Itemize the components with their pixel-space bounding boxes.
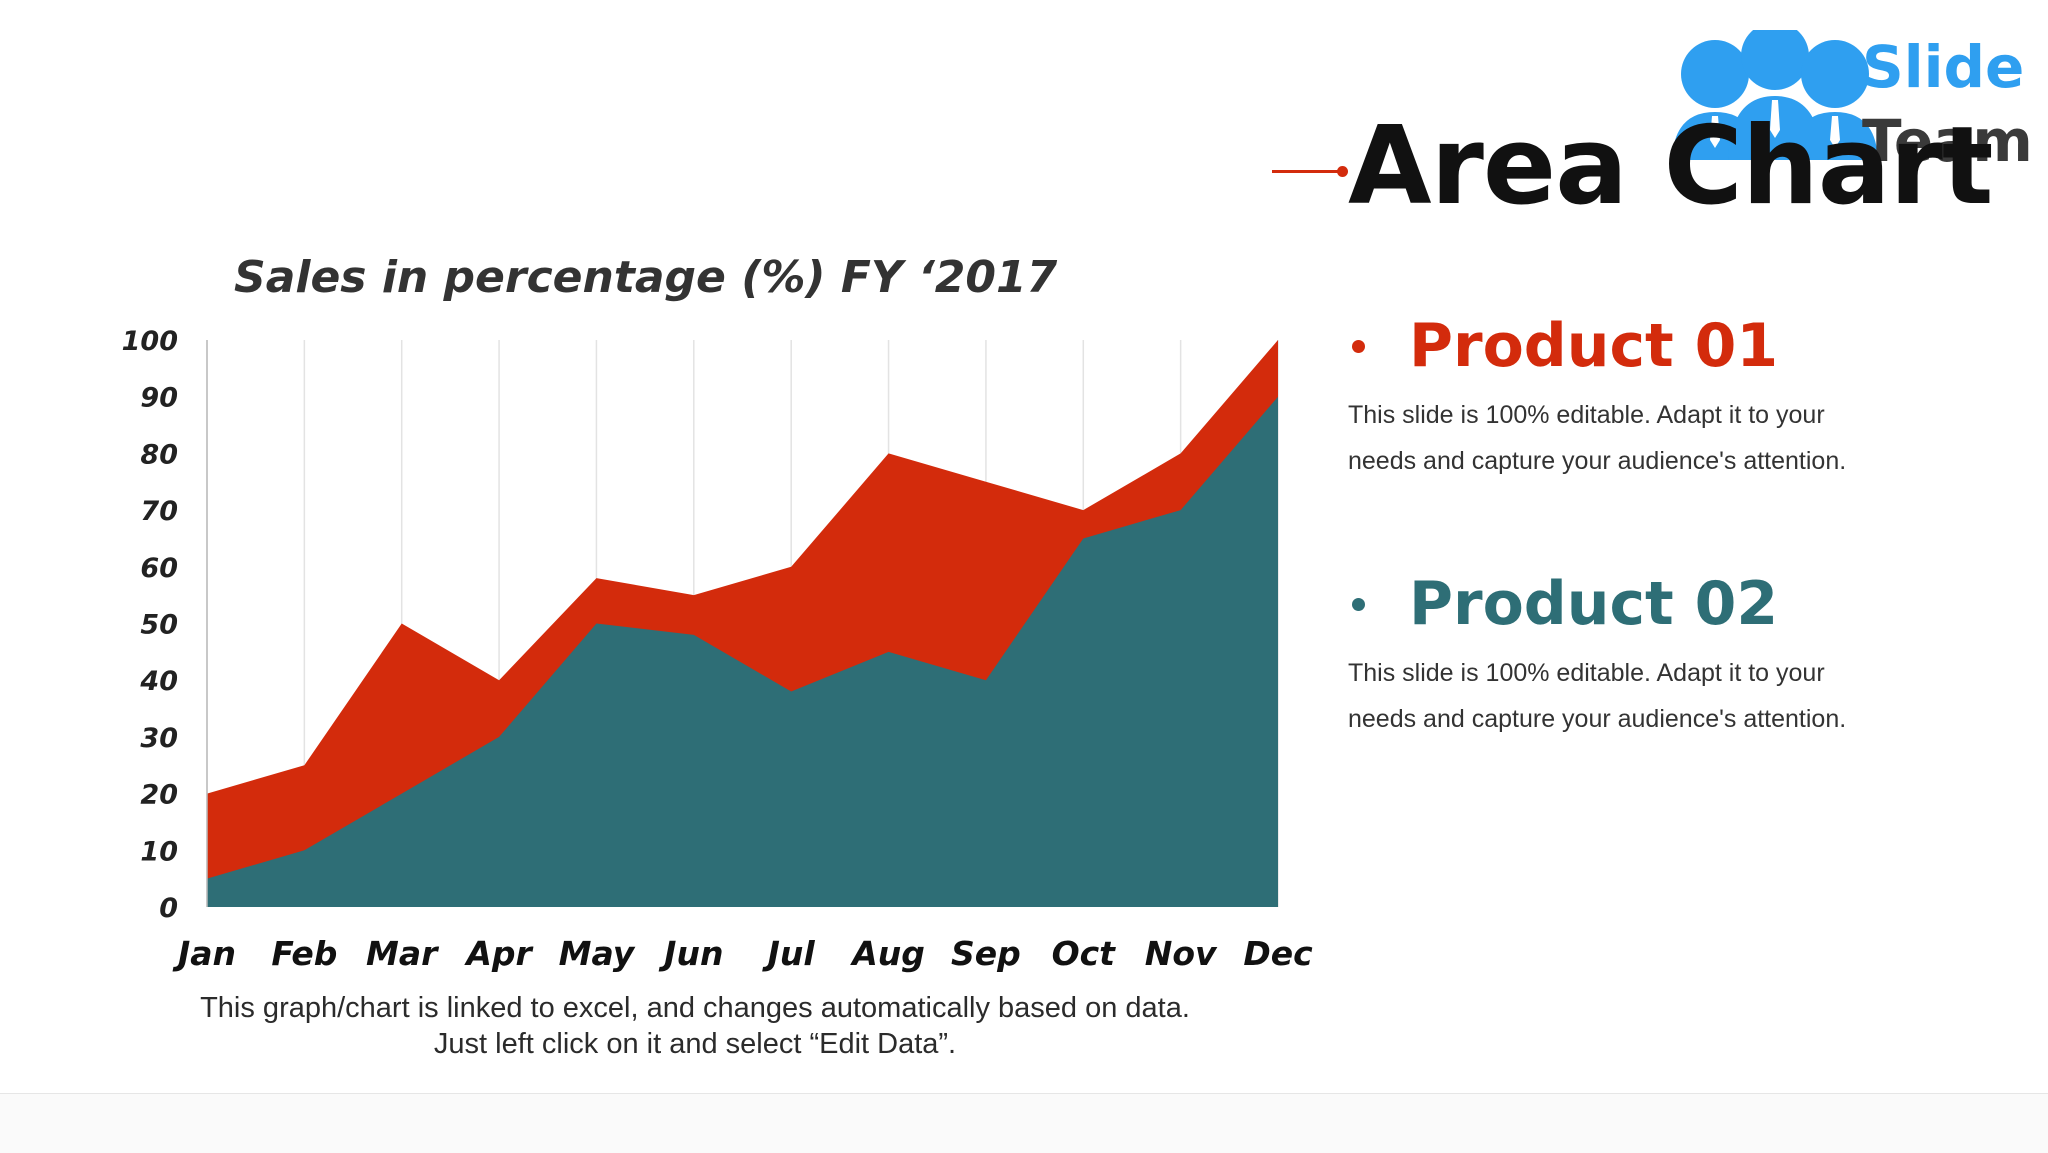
bullet-icon <box>1352 597 1365 611</box>
data-point <box>788 689 794 695</box>
y-tick-label: 40 <box>139 666 178 697</box>
data-point <box>399 791 405 797</box>
data-point <box>1080 535 1086 541</box>
product-01-block: Product 01 This slide is 100% editable. … <box>1348 306 1868 484</box>
data-point <box>1178 507 1184 513</box>
x-tick-label: Sep <box>951 934 1021 973</box>
data-point <box>593 621 599 627</box>
data-point <box>788 564 794 570</box>
y-tick-label: 30 <box>140 723 178 754</box>
x-tick-label: Apr <box>463 934 533 973</box>
y-tick-label: 90 <box>140 383 178 414</box>
area-chart[interactable]: 0 10 20 30 40 50 60 70 80 90 100 Jan Feb Mar Apr May Jun… <box>0 0 1330 1000</box>
product-01-name: Product 01 <box>1409 311 1779 381</box>
chart-note: This graph/chart is linked to excel, and… <box>200 992 1190 1060</box>
data-point <box>983 479 989 485</box>
data-point <box>1080 507 1086 513</box>
x-tick-label: May <box>559 934 636 973</box>
data-point <box>593 575 599 581</box>
data-point <box>886 450 892 456</box>
data-point <box>691 632 697 638</box>
x-tick-label: Oct <box>1052 934 1117 973</box>
product-02-description: This slide is 100% editable. Adapt it to… <box>1348 659 1847 733</box>
slideteam-logo <box>1660 22 2040 170</box>
data-point <box>1275 337 1281 343</box>
data-point <box>1275 394 1281 400</box>
x-tick-label: Feb <box>271 934 337 973</box>
y-tick-label: 0 <box>159 893 178 924</box>
page-title: Area Chart <box>1348 104 1993 229</box>
data-point <box>399 621 405 627</box>
y-tick-label: 50 <box>140 610 178 641</box>
data-point <box>691 592 697 598</box>
y-tick-label: 100 <box>122 326 178 357</box>
people-icon <box>1672 22 1878 160</box>
data-point <box>983 677 989 683</box>
x-tick-label: Aug <box>849 934 925 973</box>
bullet-icon <box>1352 339 1365 353</box>
data-point <box>301 762 307 768</box>
y-tick-label: 80 <box>140 439 178 470</box>
y-tick-label: 20 <box>140 780 178 811</box>
area-series-2[interactable] <box>207 396 1278 907</box>
logo-word-team: Team <box>1862 107 2033 175</box>
logo-word-slide: Slide <box>1862 33 2025 101</box>
data-point <box>1178 450 1184 456</box>
data-point <box>301 847 307 853</box>
product-02-name: Product 02 <box>1409 569 1779 639</box>
data-point <box>496 734 502 740</box>
data-point <box>496 677 502 683</box>
x-tick-label: Jul <box>762 934 816 973</box>
title-accent-dot <box>1337 166 1348 177</box>
chart-title: Sales in percentage (%) FY ‘2017 <box>234 252 1058 303</box>
bottom-strip <box>0 1093 2048 1153</box>
title-accent-line <box>1272 170 1346 173</box>
y-tick-label: 60 <box>140 553 178 584</box>
x-tick-label: Dec <box>1243 934 1313 973</box>
x-tick-label: Mar <box>366 934 439 973</box>
product-01-description: This slide is 100% editable. Adapt it to… <box>1348 401 1847 475</box>
x-tick-label: Jan <box>172 934 236 973</box>
product-02-block: Product 02 This slide is 100% editable. … <box>1348 564 1868 742</box>
x-tick-label: Jun <box>658 934 723 973</box>
y-tick-label: 10 <box>140 836 178 867</box>
x-tick-label: Nov <box>1145 934 1218 973</box>
y-tick-label: 70 <box>140 496 178 527</box>
data-point <box>886 649 892 655</box>
